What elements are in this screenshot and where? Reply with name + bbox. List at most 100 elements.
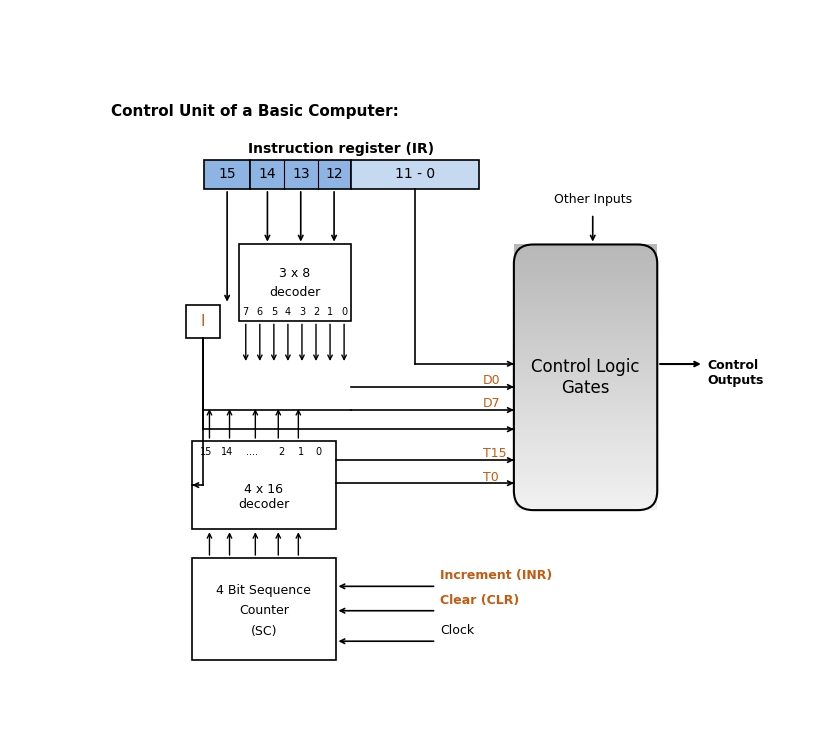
Bar: [514, 342, 658, 346]
Bar: [514, 501, 658, 506]
Bar: [514, 483, 658, 488]
Bar: [204, 160, 250, 189]
Bar: [514, 417, 658, 421]
Bar: [514, 271, 658, 275]
Bar: [514, 466, 658, 470]
Bar: [514, 298, 658, 302]
Text: D0: D0: [483, 374, 501, 388]
Bar: [514, 333, 658, 338]
Text: 14: 14: [258, 167, 276, 182]
Text: Counter: Counter: [239, 604, 289, 618]
Bar: [514, 329, 658, 333]
Bar: [514, 448, 658, 452]
Bar: [514, 258, 658, 262]
Bar: [514, 320, 658, 324]
Bar: [514, 355, 658, 360]
Bar: [514, 404, 658, 409]
Bar: [514, 457, 658, 461]
Text: D7: D7: [483, 397, 501, 410]
Bar: [514, 346, 658, 351]
Bar: [514, 479, 658, 483]
Text: 3: 3: [299, 307, 305, 317]
Bar: [514, 293, 658, 298]
Bar: [514, 360, 658, 364]
Text: 5: 5: [271, 307, 277, 317]
Bar: [514, 262, 658, 267]
Text: T0: T0: [483, 470, 498, 483]
Text: 15: 15: [219, 167, 236, 182]
Bar: [514, 435, 658, 440]
Text: ....: ....: [247, 446, 258, 457]
Text: Control Logic
Gates: Control Logic Gates: [531, 358, 640, 397]
Text: Clear (CLR): Clear (CLR): [441, 594, 520, 607]
Bar: [514, 470, 658, 475]
Text: Control
Outputs: Control Outputs: [708, 359, 764, 387]
Bar: [186, 305, 220, 339]
Bar: [514, 302, 658, 306]
Bar: [514, 324, 658, 329]
Bar: [514, 382, 658, 386]
Bar: [514, 497, 658, 501]
Bar: [514, 492, 658, 497]
Bar: [514, 369, 658, 373]
Bar: [514, 440, 658, 443]
Bar: [250, 160, 351, 189]
Bar: [192, 441, 336, 529]
Text: 4: 4: [285, 307, 291, 317]
Bar: [514, 364, 658, 369]
Text: 13: 13: [292, 167, 309, 182]
Bar: [514, 311, 658, 315]
Text: Increment (INR): Increment (INR): [441, 569, 553, 583]
Bar: [514, 452, 658, 457]
Text: Clock: Clock: [441, 624, 474, 637]
Text: 11 - 0: 11 - 0: [395, 167, 435, 182]
Text: Other Inputs: Other Inputs: [554, 193, 632, 206]
Text: 4 x 16: 4 x 16: [244, 483, 284, 496]
Text: Instruction register (IR): Instruction register (IR): [248, 142, 435, 156]
Bar: [514, 249, 658, 253]
Bar: [514, 426, 658, 431]
Bar: [514, 289, 658, 293]
Bar: [514, 244, 658, 249]
Bar: [514, 461, 658, 466]
Bar: [514, 338, 658, 342]
Bar: [514, 253, 658, 258]
Text: I: I: [200, 314, 205, 329]
Text: 0: 0: [315, 446, 322, 457]
Bar: [514, 421, 658, 426]
Text: 0: 0: [341, 307, 347, 317]
Bar: [514, 315, 658, 320]
Bar: [514, 443, 658, 448]
Text: 1: 1: [327, 307, 333, 317]
Text: 6: 6: [257, 307, 263, 317]
Bar: [514, 377, 658, 382]
Bar: [514, 409, 658, 412]
Text: 2: 2: [278, 446, 285, 457]
Bar: [514, 488, 658, 492]
Bar: [192, 558, 336, 660]
Bar: [514, 400, 658, 404]
Text: 3 x 8: 3 x 8: [280, 267, 310, 280]
Bar: [514, 275, 658, 280]
Text: (SC): (SC): [251, 624, 277, 638]
Text: decoder: decoder: [269, 286, 321, 299]
Bar: [514, 267, 658, 271]
Bar: [514, 351, 658, 355]
Bar: [514, 431, 658, 435]
Text: 4 Bit Sequence: 4 Bit Sequence: [216, 584, 311, 597]
Bar: [514, 306, 658, 311]
Text: 14: 14: [220, 446, 233, 457]
Bar: [514, 391, 658, 395]
Bar: [514, 506, 658, 510]
Text: Control Unit of a Basic Computer:: Control Unit of a Basic Computer:: [111, 104, 398, 119]
Bar: [514, 373, 658, 377]
Bar: [238, 244, 351, 321]
Text: T15: T15: [483, 447, 507, 461]
Bar: [514, 412, 658, 417]
Text: 12: 12: [325, 167, 343, 182]
Bar: [514, 284, 658, 289]
Text: decoder: decoder: [238, 498, 290, 511]
Text: 7: 7: [243, 307, 249, 317]
Bar: [514, 386, 658, 391]
Text: 15: 15: [200, 446, 213, 457]
